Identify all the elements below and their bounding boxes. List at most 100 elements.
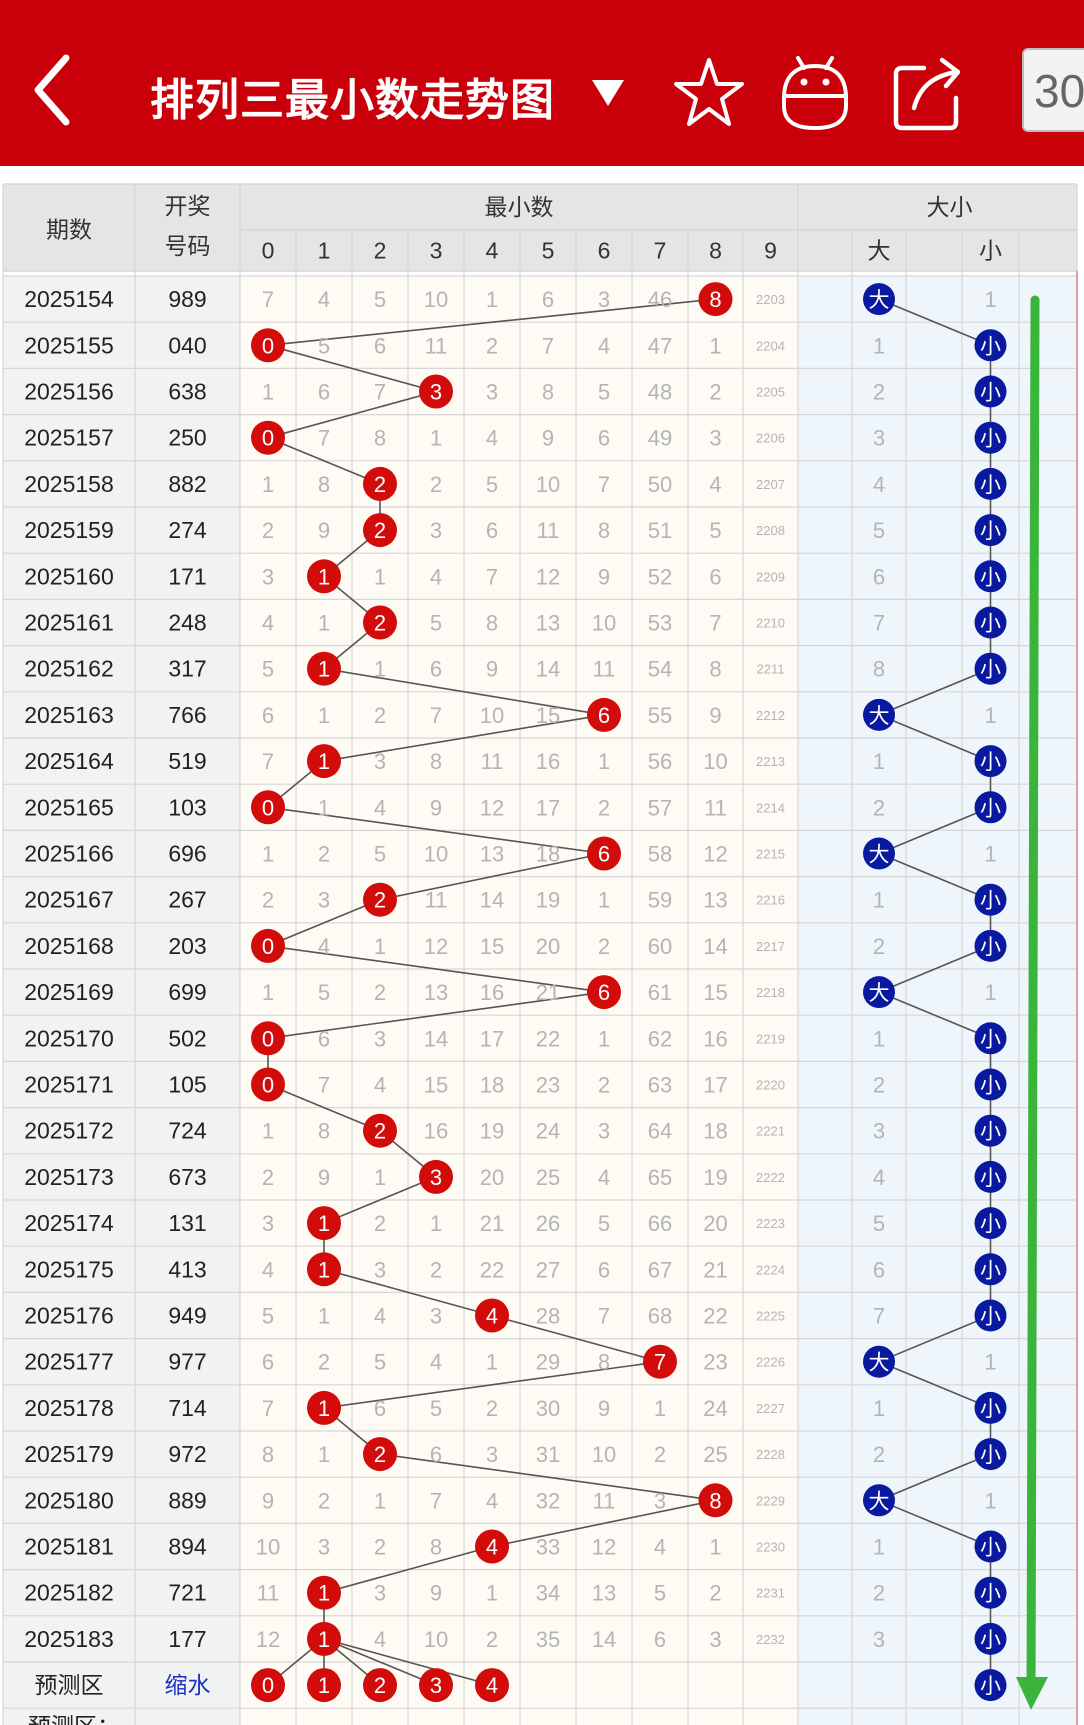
size-ball-small[interactable]: [974, 514, 1007, 547]
size-ball-small[interactable]: [974, 1391, 1007, 1424]
min-ball[interactable]: [643, 1344, 677, 1379]
prediction-ball[interactable]: [475, 1668, 509, 1703]
min-ball[interactable]: [363, 1437, 397, 1472]
label-cell-bg: [3, 1338, 240, 1385]
omission-count: 7: [542, 333, 554, 358]
size-ball-small[interactable]: [974, 1438, 1007, 1471]
issue-count-badge[interactable]: 30: [1022, 48, 1084, 132]
shrink-link[interactable]: 缩水: [165, 1673, 211, 1699]
prediction-ball[interactable]: [363, 1668, 397, 1703]
min-ball[interactable]: [251, 1067, 285, 1102]
col-header-draw: 号码: [165, 234, 211, 260]
size-ball-small[interactable]: [974, 1022, 1007, 1055]
prediction-ball[interactable]: [307, 1668, 341, 1703]
min-ball[interactable]: [419, 374, 453, 409]
size-ball-small[interactable]: [974, 929, 1007, 962]
page-title[interactable]: 排列三最小数走势图: [150, 75, 555, 126]
size-ball-big[interactable]: [863, 1484, 895, 1517]
omission-count: 7: [709, 611, 721, 636]
label-cell-bg: [3, 969, 240, 1016]
min-ball[interactable]: [587, 697, 621, 732]
omission-count: 16: [536, 749, 560, 774]
min-ball[interactable]: [698, 282, 733, 317]
min-ball[interactable]: [251, 328, 285, 363]
min-ball[interactable]: [251, 790, 285, 825]
min-ball[interactable]: [307, 651, 341, 686]
size-ball-label: 小: [980, 1443, 1001, 1467]
size-ball-big[interactable]: [863, 283, 895, 316]
draw-number: 267: [168, 887, 206, 913]
min-ball[interactable]: [363, 466, 397, 501]
size-ball-small[interactable]: [974, 652, 1007, 685]
size-ball-small[interactable]: [974, 329, 1007, 362]
size-ball-small[interactable]: [974, 1299, 1007, 1332]
omission-count: 3: [262, 564, 274, 589]
size-ball-big[interactable]: [863, 1345, 895, 1378]
back-arrow-icon[interactable]: [28, 52, 78, 128]
min-ball[interactable]: [475, 1298, 509, 1333]
min-ball[interactable]: [307, 1621, 341, 1656]
omission-count: 8: [598, 518, 610, 543]
min-ball[interactable]: [307, 744, 341, 779]
size-ball-small[interactable]: [974, 745, 1007, 778]
omission-count: 10: [592, 1442, 616, 1467]
size-ball-big[interactable]: [863, 976, 895, 1009]
size-ball-small[interactable]: [974, 1114, 1007, 1147]
size-ball-small[interactable]: [974, 791, 1007, 824]
min-ball[interactable]: [307, 1206, 341, 1241]
issue-number: 2025170: [24, 1025, 114, 1051]
omission-count: 20: [703, 1211, 727, 1236]
issue-number: 2025182: [24, 1580, 114, 1606]
prediction-size-ball[interactable]: [974, 1669, 1007, 1702]
size-ball-small[interactable]: [974, 883, 1007, 916]
android-icon[interactable]: [778, 52, 852, 132]
min-ball[interactable]: [251, 928, 285, 963]
min-ball[interactable]: [251, 420, 285, 455]
min-ball[interactable]: [587, 836, 621, 871]
issue-number: 2025176: [24, 1303, 114, 1329]
prediction-ball[interactable]: [251, 1668, 285, 1703]
min-ball[interactable]: [307, 559, 341, 594]
size-ball-small[interactable]: [974, 1207, 1007, 1240]
draw-number: 248: [168, 610, 206, 636]
omission-count: 2: [598, 1073, 610, 1098]
size-ball-small[interactable]: [974, 421, 1007, 454]
size-ball-small[interactable]: [974, 1068, 1007, 1101]
size-ball-small[interactable]: [974, 1622, 1007, 1655]
share-icon[interactable]: [890, 52, 964, 132]
min-ball[interactable]: [307, 1252, 341, 1287]
min-ball[interactable]: [307, 1390, 341, 1425]
min-ball-label: 0: [262, 1026, 274, 1051]
omission-count: 8: [709, 657, 721, 682]
min-ball[interactable]: [251, 1021, 285, 1056]
dropdown-caret-icon[interactable]: [590, 74, 626, 110]
omission-count: 6: [374, 1396, 386, 1421]
min-ball[interactable]: [475, 1529, 509, 1564]
star-icon[interactable]: [672, 52, 746, 132]
size-ball-small[interactable]: [974, 606, 1007, 639]
size-ball-big[interactable]: [863, 698, 895, 731]
size-ball-small[interactable]: [974, 1576, 1007, 1609]
size-ball-small[interactable]: [974, 560, 1007, 593]
min-ball[interactable]: [363, 1113, 397, 1148]
omission-count: 11: [425, 888, 448, 913]
prediction-ball[interactable]: [419, 1668, 453, 1703]
size-ball-small[interactable]: [974, 467, 1007, 500]
omission-count: 23: [703, 1350, 727, 1375]
size-ball-small[interactable]: [974, 1530, 1007, 1563]
min-ball[interactable]: [698, 1483, 733, 1518]
omission-count: 30: [536, 1396, 560, 1421]
omission-count: 5: [873, 1211, 885, 1236]
min-ball[interactable]: [363, 605, 397, 640]
min-ball[interactable]: [363, 513, 397, 548]
min-ball[interactable]: [307, 1575, 341, 1610]
min-ball[interactable]: [587, 975, 621, 1010]
omission-count: 2227: [756, 1401, 785, 1416]
min-ball[interactable]: [363, 882, 397, 917]
omission-count: 4: [486, 426, 498, 451]
min-ball[interactable]: [419, 1159, 453, 1194]
size-ball-small[interactable]: [974, 1253, 1007, 1286]
size-ball-small[interactable]: [974, 1160, 1007, 1193]
size-ball-big[interactable]: [863, 837, 895, 870]
size-ball-small[interactable]: [974, 375, 1007, 408]
